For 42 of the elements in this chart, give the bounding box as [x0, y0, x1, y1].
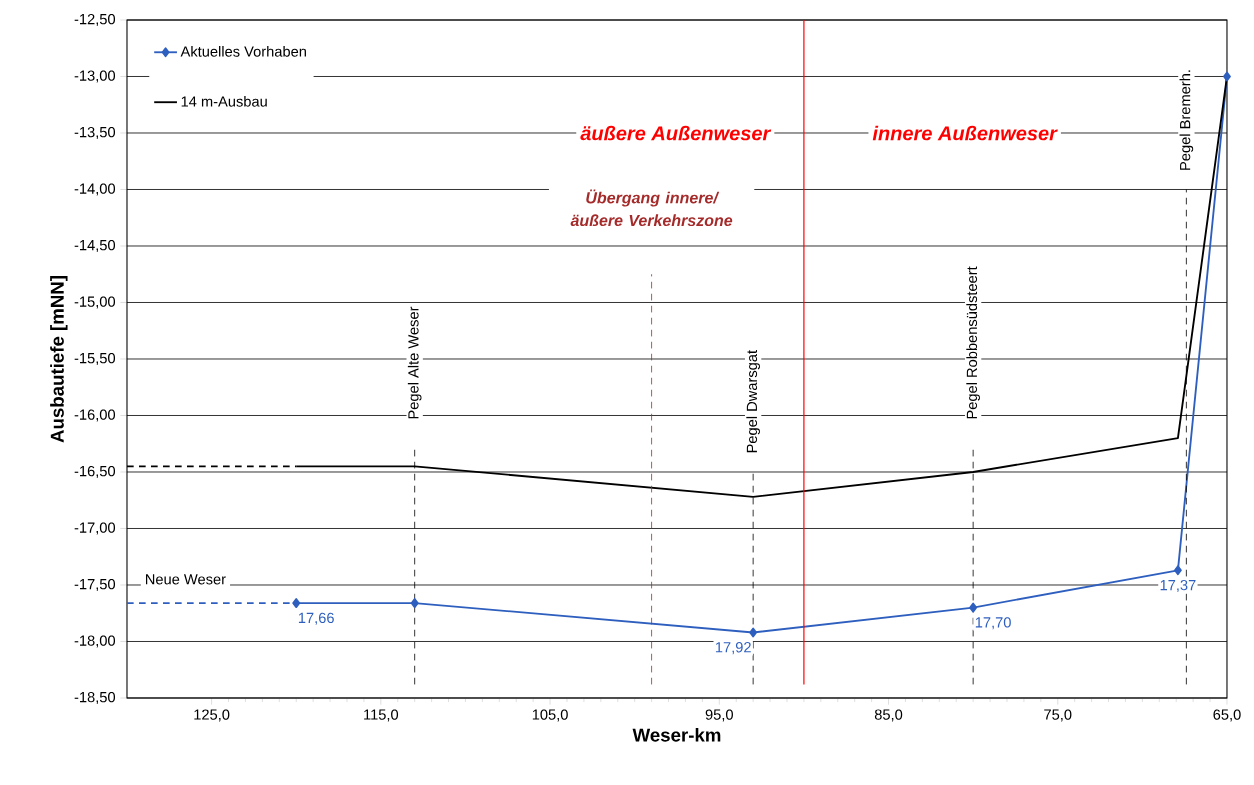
ref-line-label: Übergang innere/ äußere Verkehrszone [570, 189, 733, 227]
y-tick-label: -18,00 [74, 635, 116, 648]
y-tick-label: -15,00 [74, 296, 116, 309]
annotation: 17,37 [1160, 579, 1196, 593]
x-tick-label: 105,0 [532, 709, 568, 722]
point [1173, 565, 1182, 576]
y-tick-label: -12,50 [74, 13, 116, 27]
x-tick-label: 65,0 [1213, 709, 1241, 722]
annotation: 17,92 [715, 642, 751, 655]
x-tick-label: 95,0 [705, 709, 733, 722]
x-axis-title: Weser-km [632, 727, 721, 742]
y-tick-label: -16,00 [74, 409, 116, 422]
point [410, 598, 419, 609]
y-tick-label: -14,00 [74, 183, 116, 196]
point [969, 602, 978, 613]
y-tick-label: -15,50 [74, 352, 116, 366]
y-tick-label: -13,50 [74, 126, 116, 140]
legend-label: 14 m-Ausbau [181, 95, 267, 107]
point [1223, 71, 1231, 82]
annotation: Neue Weser [146, 574, 226, 585]
y-tick-label: -17,50 [74, 578, 116, 592]
annotation: äußere Außenweser [580, 125, 772, 141]
y-tick-label: -13,00 [74, 70, 116, 83]
x-tick-label: 85,0 [874, 709, 903, 722]
annotation: 17,70 [975, 617, 1011, 630]
ref-line-label: Pegel Robbensüdsteert [966, 266, 980, 419]
point [749, 627, 758, 638]
ref-line-label: Pegel Bremerh. [1179, 70, 1194, 170]
point [292, 598, 301, 609]
y-tick-label: -14,50 [74, 239, 116, 253]
x-tick-label: 125,0 [194, 709, 230, 722]
x-tick-label: 115,0 [364, 709, 399, 722]
annotation: innere Außenweser [872, 125, 1058, 141]
legend-label: Aktuelles Vorhaben [180, 45, 306, 57]
y-tick-label: -16,50 [74, 465, 116, 479]
x-tick-label: 75,0 [1044, 709, 1072, 722]
y-tick-label: -17,00 [74, 522, 116, 535]
annotation: 17,66 [298, 612, 334, 625]
y-tick-label: -18,50 [74, 691, 116, 705]
ref-line-label: Pegel Dwarsgat [746, 350, 760, 453]
ref-line-label: Pegel Alte Weser [407, 306, 422, 419]
y-axis-title: Ausbautiefe [mNN] [50, 276, 68, 443]
